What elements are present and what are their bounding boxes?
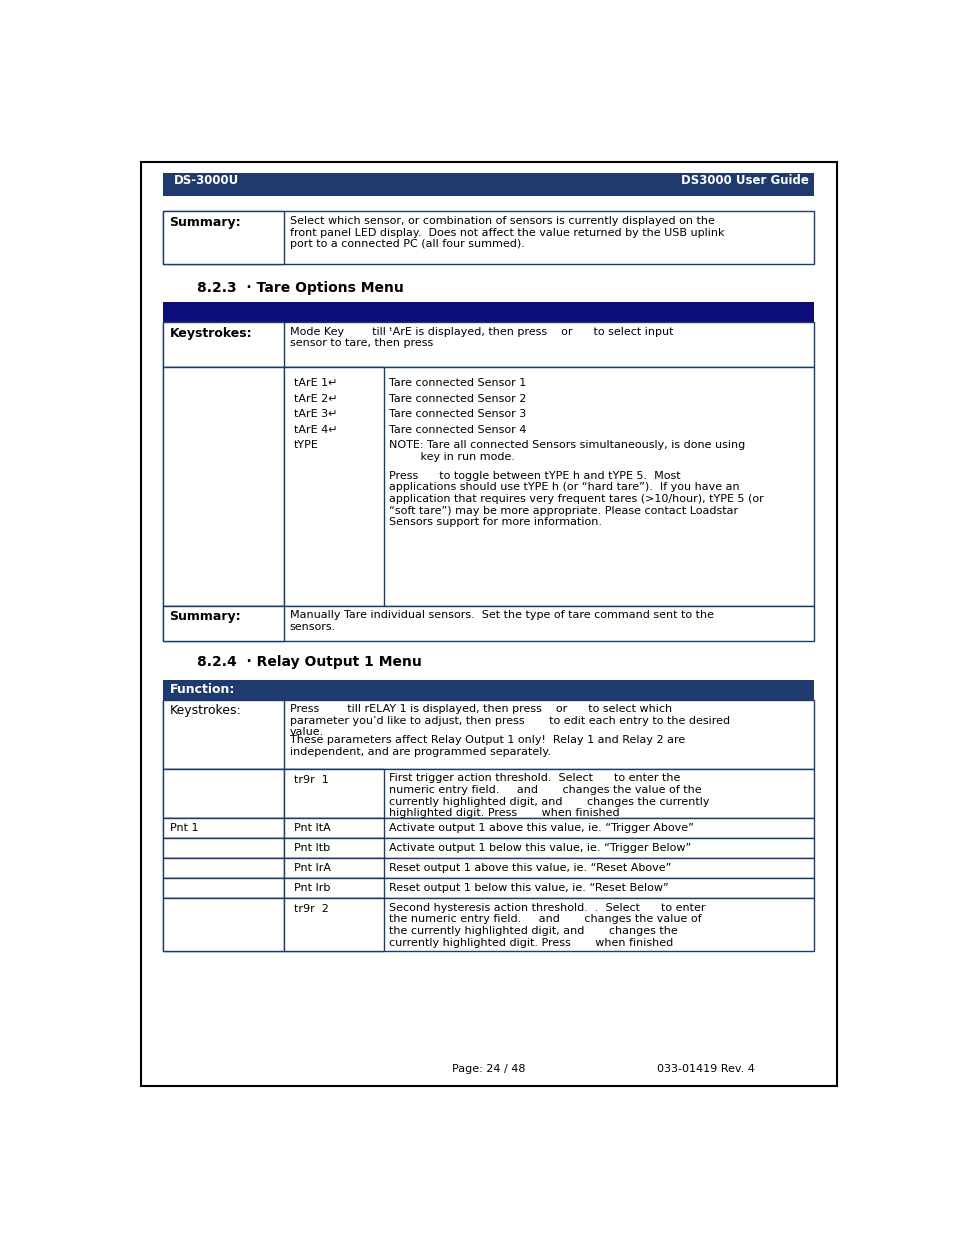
Bar bbox=[283, 769, 384, 818]
Bar bbox=[163, 367, 814, 605]
Text: These parameters affect Relay Output 1 only!  Relay 1 and Relay 2 are
independen: These parameters affect Relay Output 1 o… bbox=[290, 735, 684, 757]
Text: Press      to toggle between tYPE h and tYPE 5.  Most
applications should use tY: Press to toggle between tYPE h and tYPE … bbox=[389, 471, 763, 527]
Text: Pnt IrA: Pnt IrA bbox=[294, 863, 331, 873]
Text: 8.2.3  · Tare Options Menu: 8.2.3 · Tare Options Menu bbox=[196, 280, 403, 295]
Text: Tare connected Sensor 4: Tare connected Sensor 4 bbox=[389, 425, 526, 435]
Bar bbox=[163, 322, 814, 367]
Bar bbox=[163, 303, 283, 322]
Bar bbox=[163, 211, 283, 264]
Text: First trigger action threshold.  Select      to enter the
numeric entry field.  : First trigger action threshold. Select t… bbox=[389, 773, 709, 819]
Bar bbox=[163, 898, 814, 951]
Bar bbox=[283, 367, 384, 605]
Text: Keystrokes:: Keystrokes: bbox=[170, 704, 241, 718]
Text: 8.2.4  · Relay Output 1 Menu: 8.2.4 · Relay Output 1 Menu bbox=[196, 655, 421, 669]
Text: tr9r  1: tr9r 1 bbox=[294, 776, 328, 785]
Text: Mode Key        till ᵗArE is displayed, then press    or      to select input
se: Mode Key till ᵗArE is displayed, then pr… bbox=[290, 327, 673, 348]
Text: Manually Tare individual sensors.  Set the type of tare command sent to the
sens: Manually Tare individual sensors. Set th… bbox=[290, 610, 713, 632]
Bar bbox=[163, 769, 814, 818]
Text: tArE 3↵: tArE 3↵ bbox=[294, 409, 336, 419]
Bar bbox=[163, 839, 283, 858]
Bar bbox=[163, 818, 283, 839]
Bar bbox=[163, 878, 283, 898]
Bar bbox=[283, 898, 384, 951]
Bar bbox=[163, 322, 283, 367]
Text: tr9r  2: tr9r 2 bbox=[294, 904, 328, 914]
Text: Reset output 1 above this value, ie. “Reset Above”: Reset output 1 above this value, ie. “Re… bbox=[389, 863, 671, 873]
Bar bbox=[163, 211, 814, 264]
Bar bbox=[163, 605, 814, 641]
Text: Activate output 1 below this value, ie. “Trigger Below”: Activate output 1 below this value, ie. … bbox=[389, 842, 691, 852]
Bar bbox=[283, 858, 384, 878]
Text: Keystrokes:: Keystrokes: bbox=[170, 327, 252, 340]
Bar bbox=[283, 818, 384, 839]
Bar bbox=[283, 839, 384, 858]
Text: tArE 4↵: tArE 4↵ bbox=[294, 425, 337, 435]
Text: Tare connected Sensor 1: Tare connected Sensor 1 bbox=[389, 378, 526, 389]
Bar bbox=[163, 878, 814, 898]
Text: DS3000 User Guide: DS3000 User Guide bbox=[680, 174, 808, 186]
Text: Pnt ItA: Pnt ItA bbox=[294, 823, 330, 832]
Text: tArE 2↵: tArE 2↵ bbox=[294, 394, 337, 404]
Bar bbox=[163, 367, 283, 605]
Text: Page: 24 / 48: Page: 24 / 48 bbox=[452, 1065, 525, 1074]
Text: 033-01419 Rev. 4: 033-01419 Rev. 4 bbox=[657, 1065, 754, 1074]
Bar bbox=[163, 769, 283, 818]
Bar bbox=[163, 679, 283, 699]
Text: Tare connected Sensor 3: Tare connected Sensor 3 bbox=[389, 409, 526, 419]
Text: Summary:: Summary: bbox=[170, 610, 241, 624]
Text: Reset output 1 below this value, ie. “Reset Below”: Reset output 1 below this value, ie. “Re… bbox=[389, 883, 668, 893]
Text: DS-3000U: DS-3000U bbox=[173, 174, 238, 186]
Bar bbox=[163, 839, 814, 858]
Bar bbox=[163, 699, 283, 769]
Text: NOTE: Tare all connected Sensors simultaneously, is done using
         key in r: NOTE: Tare all connected Sensors simulta… bbox=[389, 440, 744, 462]
Text: tArE 1↵: tArE 1↵ bbox=[294, 378, 336, 389]
Bar bbox=[163, 818, 814, 839]
Bar bbox=[163, 699, 814, 769]
Bar bbox=[163, 303, 814, 322]
Bar bbox=[163, 679, 814, 699]
Text: tYPE: tYPE bbox=[294, 440, 318, 450]
Bar bbox=[163, 605, 283, 641]
Text: Tare connected Sensor 2: Tare connected Sensor 2 bbox=[389, 394, 526, 404]
Text: Second hysteresis action threshold.  .  Select      to enter
the numeric entry f: Second hysteresis action threshold. . Se… bbox=[389, 903, 704, 947]
Bar bbox=[163, 173, 814, 196]
Text: Activate output 1 above this value, ie. “Trigger Above”: Activate output 1 above this value, ie. … bbox=[389, 823, 693, 832]
Text: Pnt Itb: Pnt Itb bbox=[294, 842, 330, 852]
Text: Select which sensor, or combination of sensors is currently displayed on the
fro: Select which sensor, or combination of s… bbox=[290, 216, 723, 249]
Text: Pnt Irb: Pnt Irb bbox=[294, 883, 330, 893]
Text: Press        till rELAY 1 is displayed, then press    or      to select which
pa: Press till rELAY 1 is displayed, then pr… bbox=[290, 704, 729, 737]
Bar bbox=[163, 898, 283, 951]
Text: Pnt 1: Pnt 1 bbox=[170, 823, 198, 832]
Bar bbox=[283, 878, 384, 898]
Bar bbox=[163, 858, 283, 878]
Bar bbox=[163, 858, 814, 878]
Text: Summary:: Summary: bbox=[170, 216, 241, 228]
Text: Function:: Function: bbox=[170, 683, 234, 697]
